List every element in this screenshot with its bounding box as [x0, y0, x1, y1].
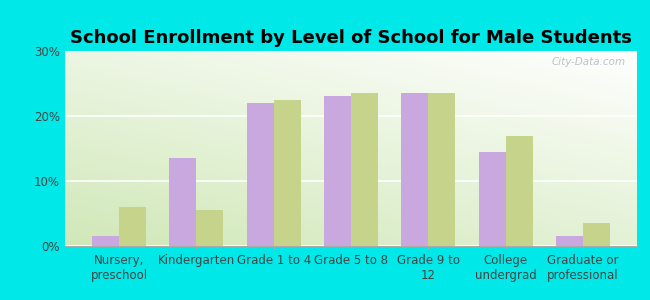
Bar: [324, 97, 351, 246]
Bar: [556, 236, 583, 246]
Bar: [401, 93, 428, 246]
Bar: [92, 236, 119, 246]
Bar: [428, 93, 456, 246]
Bar: [246, 103, 274, 246]
Bar: [170, 158, 196, 246]
Title: School Enrollment by Level of School for Male Students: School Enrollment by Level of School for…: [70, 29, 632, 47]
Bar: [478, 152, 506, 246]
Bar: [274, 100, 301, 246]
Bar: [583, 223, 610, 246]
Bar: [351, 93, 378, 246]
Text: City-Data.com: City-Data.com: [551, 57, 625, 67]
Bar: [506, 136, 532, 246]
Bar: [196, 210, 224, 246]
Bar: [119, 207, 146, 246]
